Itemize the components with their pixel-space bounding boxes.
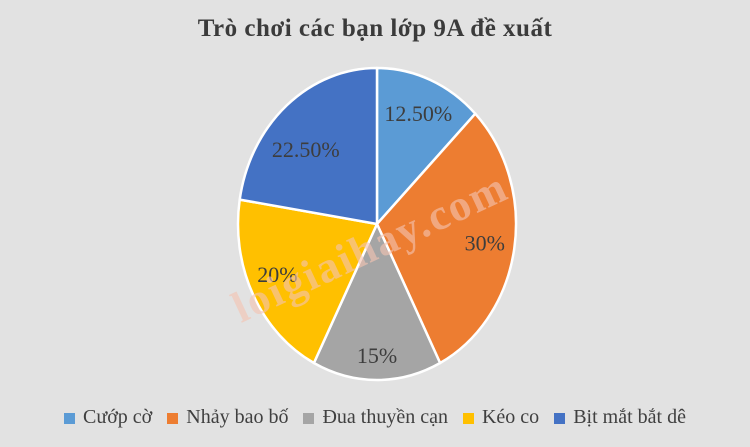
pie-slice-2 (375, 112, 518, 365)
slice-label-4: 20% (257, 262, 297, 287)
legend-label: Nhảy bao bố (186, 406, 289, 428)
pie-slice-4 (236, 198, 379, 365)
legend-swatch-icon (303, 412, 315, 424)
legend-swatch-icon (167, 412, 179, 424)
slice-label-1: 12.50% (384, 101, 452, 126)
legend-label: Bịt mắt bắt dê (573, 406, 686, 428)
pie-slice-3 (312, 222, 442, 382)
pie-slice-1 (375, 66, 477, 226)
legend-label: Cướp cờ (83, 406, 153, 428)
legend-swatch-icon (64, 412, 76, 424)
slice-label-2: 30% (465, 231, 505, 256)
legend-label: Kéo co (481, 406, 540, 428)
pie-slice-5 (238, 66, 379, 226)
legend-item-3: Đua thuyền cạn (303, 406, 448, 429)
chart-title: Trò chơi các bạn lớp 9A đề xuất (197, 15, 553, 42)
legend-swatch-icon (554, 412, 566, 424)
legend-item-1: Cướp cờ (64, 406, 152, 429)
chart-legend: Cướp cờ Nhảy bao bố Đua thuyền cạn Kéo co Bị… (0, 406, 750, 429)
slice-label-5: 22.50% (272, 137, 340, 162)
legend-item-2: Nhảy bao bố (167, 406, 288, 429)
legend-item-4: Kéo co (462, 406, 540, 429)
slice-label-3: 15% (357, 343, 397, 368)
legend-swatch-icon (462, 412, 474, 424)
legend-label: Đua thuyền cạn (322, 406, 448, 428)
legend-item-5: Bịt mắt bắt dê (554, 406, 686, 429)
